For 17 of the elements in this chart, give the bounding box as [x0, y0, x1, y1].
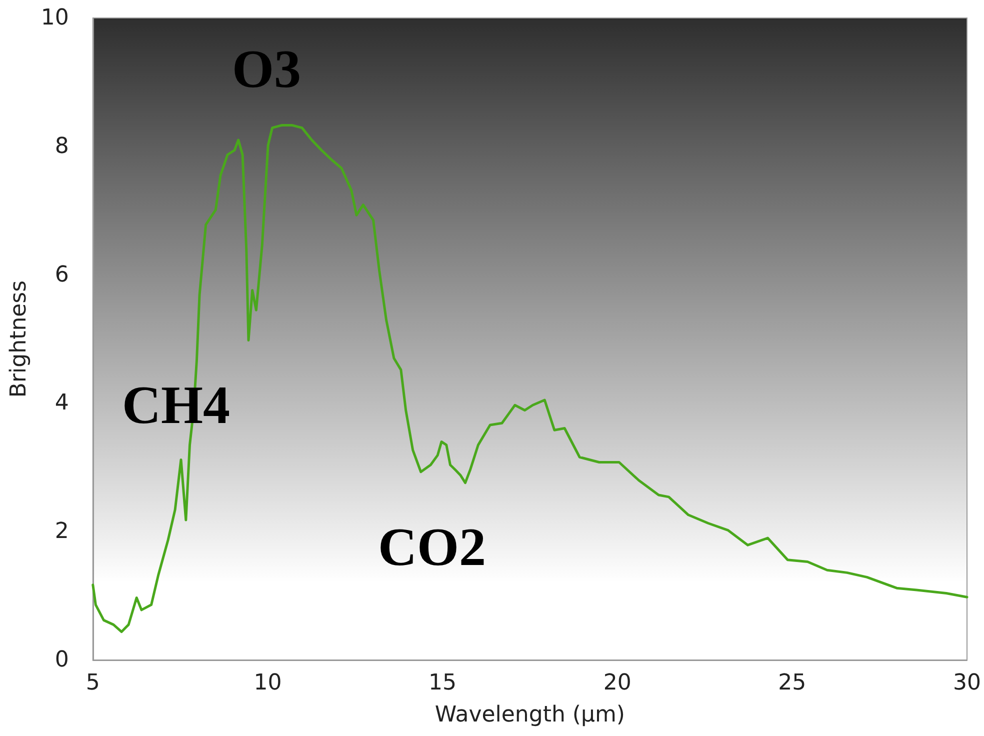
y-tick-label: 4 [54, 390, 69, 416]
y-tick-label: 6 [54, 262, 69, 288]
line-series [92, 124, 968, 633]
x-tick-label: 10 [254, 670, 282, 696]
x-axis-title: Wavelength (μm) [434, 702, 625, 728]
x-tick-label: 5 [86, 670, 100, 696]
y-tick-label: 8 [54, 134, 69, 159]
y-axis-title: Brightness [6, 280, 32, 398]
x-tick-label: 25 [778, 670, 806, 696]
x-tick-label: 30 [953, 670, 982, 696]
y-tick-label: 2 [54, 519, 69, 544]
y-tick-label: 0 [54, 648, 69, 672]
annotation: CO2 [378, 517, 486, 577]
annotation: O3 [232, 39, 302, 99]
y-tick-label: 10 [40, 6, 69, 30]
x-tick-label: 20 [603, 670, 632, 696]
x-tick-label: 15 [428, 670, 457, 696]
